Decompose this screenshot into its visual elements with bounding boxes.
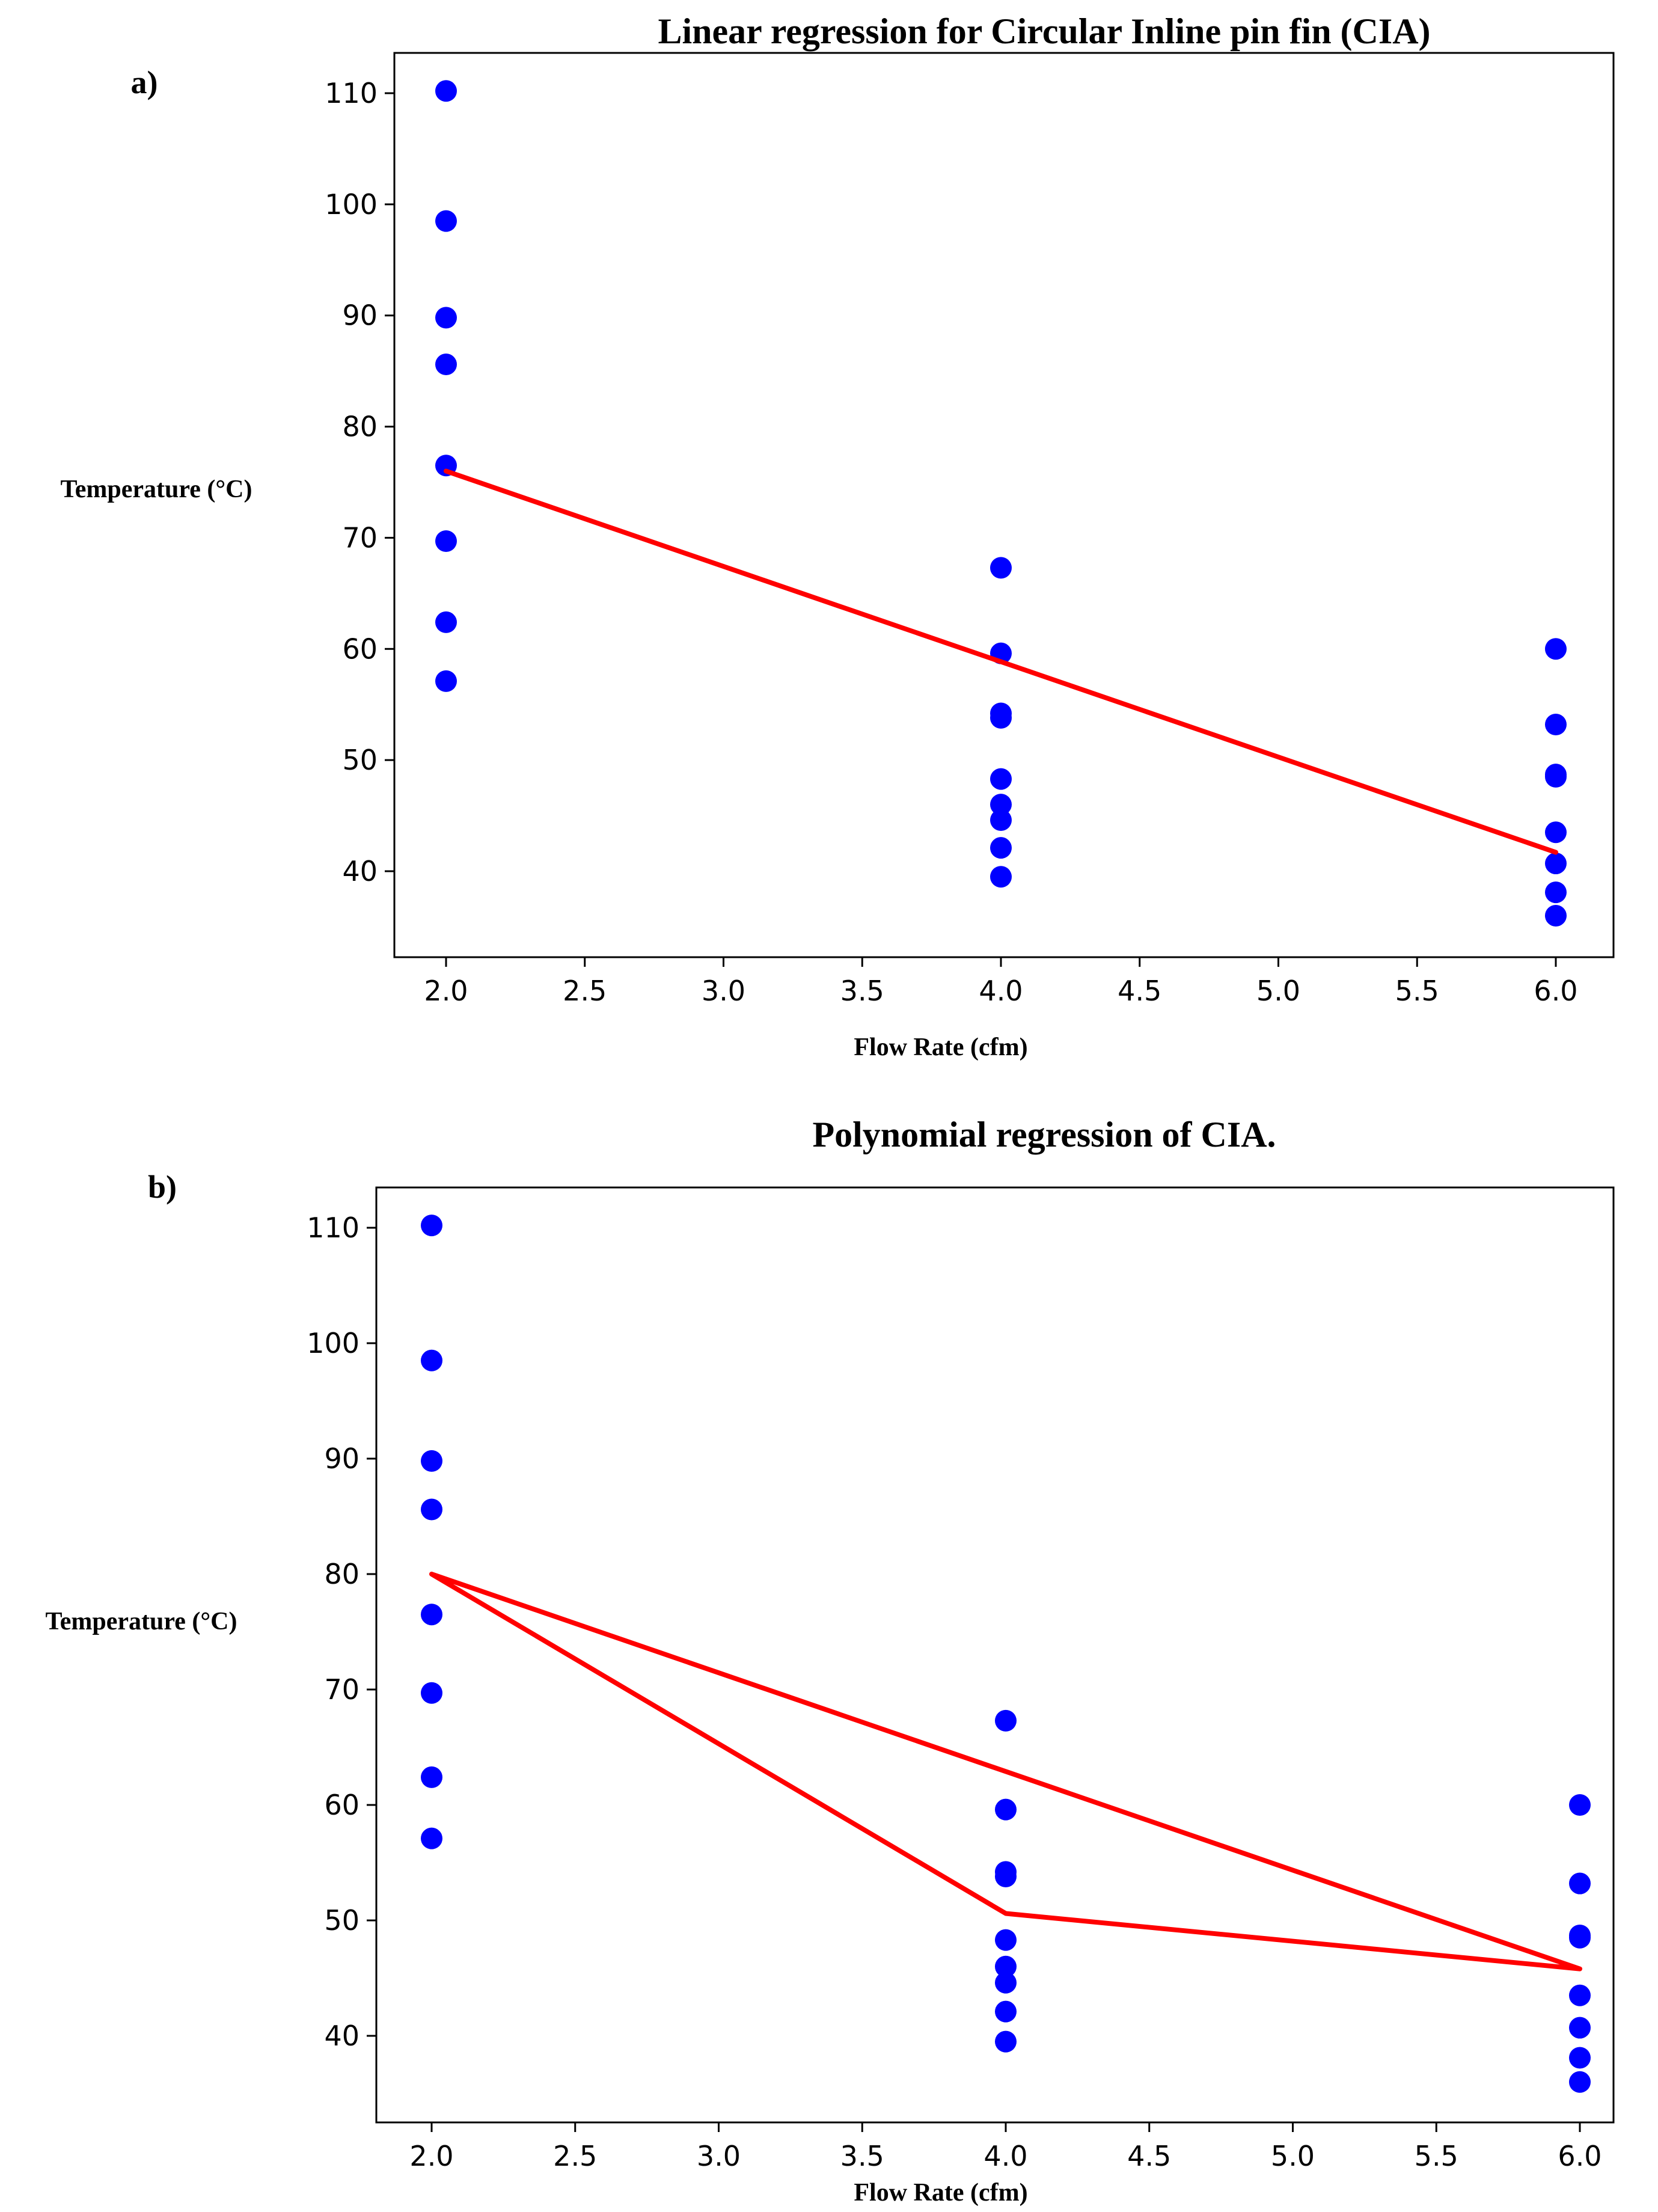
panel-a-data-point	[990, 809, 1012, 831]
panel-a-label: a)	[131, 64, 158, 100]
panel-b: b) Polynomial regression of CIA. Tempera…	[46, 1115, 1615, 2207]
panel-a-data-point	[990, 866, 1012, 888]
panel-b-y-tick-label: 40	[324, 2020, 359, 2052]
panel-b-data-point	[421, 1498, 442, 1521]
panel-b-data-point	[1569, 2047, 1591, 2069]
panel-b-plot-frame	[375, 1186, 1615, 2124]
panel-a-data-point	[1545, 638, 1567, 660]
panel-b-x-tick-label: 5.0	[1271, 2140, 1315, 2172]
panel-a-ylabel: Temperature (°C)	[61, 476, 252, 503]
panel-b-y-tick-label: 100	[307, 1327, 359, 1359]
panel-b-data-point	[1569, 1926, 1591, 1949]
panel-a-y-tick-label: 100	[325, 188, 378, 221]
panel-b-data-point	[421, 1604, 442, 1626]
panel-b-data-point	[421, 1215, 442, 1237]
panel-a-x-tick-label: 2.0	[424, 975, 468, 1007]
panel-b-data-point	[421, 1450, 442, 1472]
panel-b-data-point	[1569, 1872, 1591, 1895]
panel-a-data-point	[1545, 765, 1567, 788]
panel-a-x-tick-label: 4.0	[979, 975, 1023, 1007]
panel-b-x-tick-label: 4.0	[983, 2140, 1027, 2172]
panel-b-data-point	[995, 2000, 1017, 2023]
panel-b-data-point	[421, 1827, 442, 1849]
panel-b-y-tick-label: 90	[324, 1442, 359, 1475]
panel-b-xlabel: Flow Rate (cfm)	[854, 2179, 1027, 2207]
panel-b-title: Polynomial regression of CIA.	[812, 1115, 1276, 1154]
panel-a-x-tick-label: 3.5	[840, 975, 884, 1007]
panel-b-x-tick-label: 3.5	[840, 2140, 884, 2172]
panel-a-title: Linear regression for Circular Inline pi…	[658, 11, 1430, 51]
panel-a-data-point	[435, 354, 457, 376]
panel-a-x-tick-label: 3.0	[702, 975, 745, 1007]
panel-a-data-point	[435, 611, 457, 633]
panel-b-data-point	[1569, 2071, 1591, 2093]
panel-b-x-tick-label: 2.5	[553, 2140, 597, 2172]
panel-a-y-tick-label: 70	[342, 521, 378, 554]
panel-b-data-point	[421, 1682, 442, 1704]
panel-b-data-point	[995, 1955, 1017, 1978]
panel-b-ylabel: Temperature (°C)	[46, 1608, 237, 1635]
panel-a-data-point	[435, 307, 457, 329]
panel-a-y-tick-label: 50	[342, 744, 378, 776]
panel-a-x-tick-label: 2.5	[563, 975, 607, 1007]
panel-a-y-tick-label: 40	[342, 855, 378, 887]
panel-a-data-point	[1545, 853, 1567, 875]
panel-b-data-point	[995, 1866, 1017, 1888]
panel-a-y-tick-label: 60	[342, 633, 378, 665]
panel-a-data-point	[435, 670, 457, 692]
panel-b-data-point	[995, 2030, 1017, 2053]
panel-a-data-point	[435, 210, 457, 232]
panel-b-data-point	[421, 1766, 442, 1788]
panel-b-y-tick-label: 60	[324, 1789, 359, 1821]
panel-b-data-point	[421, 1349, 442, 1371]
panel-b-y-tick-label: 50	[324, 1904, 359, 1937]
panel-b-y-tick-label: 70	[324, 1673, 359, 1706]
panel-b-y-tick-label: 110	[307, 1212, 359, 1244]
panel-b-data-point	[995, 1971, 1017, 1994]
panel-b-x-tick-label: 6.0	[1558, 2140, 1601, 2172]
panel-b-data-point	[995, 1709, 1017, 1732]
panel-b-data-point	[1569, 1794, 1591, 1816]
panel-a-data-point	[435, 80, 457, 102]
panel-a: a) Linear regression for Circular Inline…	[61, 11, 1615, 1061]
panel-a-xlabel: Flow Rate (cfm)	[854, 1034, 1027, 1061]
panel-a-regression-line	[444, 468, 1558, 855]
panel-a-data-point	[990, 557, 1012, 579]
panel-b-data-point	[1569, 2017, 1591, 2039]
panel-a-y-tick-label: 110	[325, 77, 378, 109]
panel-a-data-point	[435, 530, 457, 552]
panel-b-x-tick-label: 5.5	[1415, 2140, 1458, 2172]
panel-b-data-point	[995, 1798, 1017, 1821]
panel-a-data-point	[1545, 904, 1567, 927]
panel-b-label: b)	[148, 1169, 177, 1205]
panel-a-y-tick-label: 80	[342, 411, 378, 443]
panel-b-regression-line	[429, 1572, 1582, 1971]
panel-a-data-point	[1545, 821, 1567, 844]
panel-b-x-tick-label: 4.5	[1127, 2140, 1171, 2172]
panel-b-data-point	[1569, 1984, 1591, 2006]
panel-b-x-tick-label: 3.0	[697, 2140, 741, 2172]
panel-a-x-tick-label: 5.5	[1395, 975, 1439, 1007]
panel-a-x-tick-label: 4.5	[1118, 975, 1161, 1007]
panel-a-data-point	[990, 768, 1012, 790]
panel-b-y-tick-label: 80	[324, 1558, 359, 1590]
panel-a-x-tick-label: 5.0	[1256, 975, 1300, 1007]
panel-a-y-tick-label: 90	[342, 299, 378, 332]
panel-a-data-point	[990, 837, 1012, 859]
panel-b-data-point	[995, 1929, 1017, 1951]
panel-a-plot-frame	[393, 52, 1615, 958]
panel-b-x-tick-label: 2.0	[409, 2140, 453, 2172]
panel-a-data-point	[990, 794, 1012, 816]
panel-a-data-point	[1545, 881, 1567, 904]
panel-a-x-tick-label: 6.0	[1534, 975, 1577, 1007]
panel-a-data-point	[990, 706, 1012, 729]
panel-a-data-point	[1545, 713, 1567, 735]
